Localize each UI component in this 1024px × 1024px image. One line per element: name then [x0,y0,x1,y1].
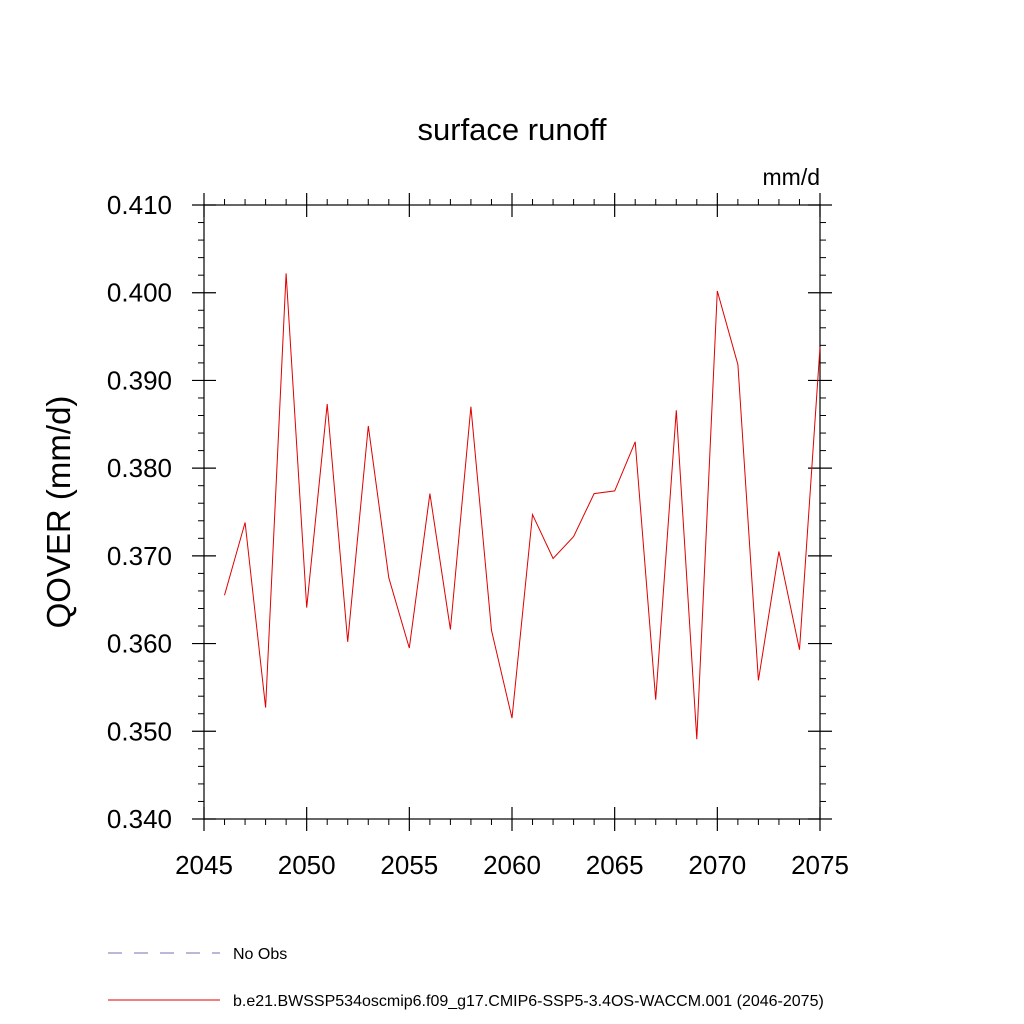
plot-frame [203,204,821,820]
x-tick-label: 2070 [688,850,746,880]
y-tick-labels: 0.340 0.350 0.360 0.370 0.380 0.390 0.400 0.410 [107,190,172,834]
legend-label-model: b.e21.BWSSP534oscmip6.f09_g17.CMIP6-SSP5… [233,993,824,1010]
legend: No Obs b.e21.BWSSP534oscmip6.f09_g17.CMI… [108,946,824,1010]
x-tick-label: 2065 [586,850,644,880]
y-tick-label: 0.410 [107,190,172,220]
x-tick-labels: 2045 2050 2055 2060 2065 2070 2075 [175,850,849,880]
major-ticks [192,193,832,831]
legend-label-no-obs: No Obs [233,946,287,963]
chart-title: surface runoff [418,112,607,147]
y-tick-label: 0.350 [107,716,172,746]
minor-ticks [198,199,826,825]
y-tick-label: 0.380 [107,453,172,483]
y-tick-label: 0.370 [107,541,172,571]
y-tick-label: 0.400 [107,278,172,308]
series-layer [224,273,821,740]
x-tick-label: 2075 [791,850,849,880]
x-tick-label: 2050 [278,850,336,880]
x-tick-label: 2045 [175,850,233,880]
units-label: mm/d [763,164,821,190]
y-axis-label: QOVER (mm/d) [40,396,77,629]
x-tick-label: 2055 [380,850,438,880]
series-line-model [224,273,821,740]
y-tick-label: 0.340 [107,804,172,834]
x-tick-label: 2060 [483,850,541,880]
y-tick-label: 0.360 [107,629,172,659]
y-tick-label: 0.390 [107,365,172,395]
